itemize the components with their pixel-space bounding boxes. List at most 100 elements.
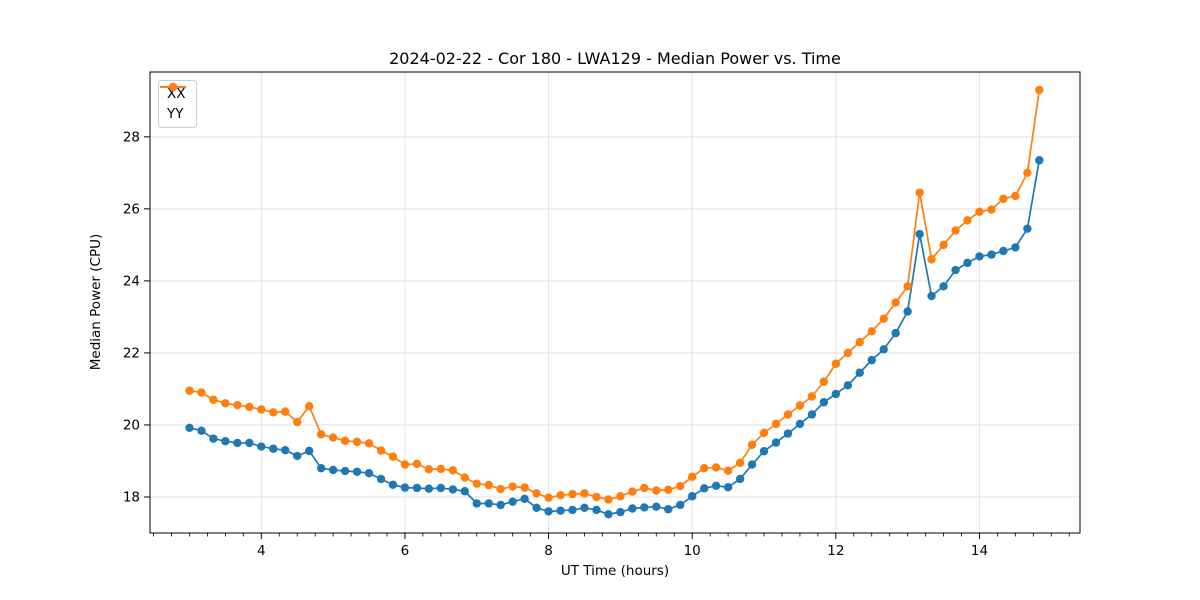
series-yy-marker [472, 479, 481, 488]
series-xx-line [189, 160, 1041, 516]
series-yy-marker [831, 359, 841, 368]
series-xx-marker [652, 502, 661, 511]
series-xx-marker [819, 398, 829, 407]
series-xx-marker [460, 487, 469, 496]
series-xx-marker [364, 469, 374, 478]
series-yy-marker [783, 410, 793, 419]
legend-label-yy: YY [167, 106, 184, 122]
series-xx-marker [328, 465, 338, 475]
series-yy-marker [436, 464, 446, 474]
series-yy-marker [209, 395, 218, 404]
legend-entry-yy: YY [160, 82, 186, 122]
series-xx-marker [544, 507, 553, 516]
series-xx-marker [891, 328, 900, 338]
series-xx-marker [556, 506, 565, 515]
series-yy-marker [987, 205, 996, 214]
series-yy-marker [640, 483, 649, 493]
series-yy-marker [652, 486, 661, 495]
series-xx-marker [1011, 243, 1020, 252]
series-yy-marker [269, 408, 278, 417]
y-tick-label: 20 [123, 417, 140, 433]
series-yy-marker [305, 402, 314, 411]
series-yy-marker [556, 490, 565, 500]
series-xx-marker [903, 307, 912, 316]
x-tick-label: 10 [684, 543, 701, 559]
series-yy-marker [293, 417, 302, 427]
series-xx-marker [867, 355, 876, 365]
series-xx-marker [376, 474, 386, 484]
series-yy-marker [628, 487, 637, 496]
series-yy-marker [592, 492, 601, 502]
series-xx-marker [676, 500, 685, 510]
series-yy-marker [891, 298, 900, 307]
series-yy-marker [867, 327, 876, 336]
series-xx-marker [711, 481, 721, 491]
series-xx-marker [604, 510, 613, 519]
series-yy-line [189, 89, 1041, 501]
series-yy-marker [1023, 168, 1032, 178]
series-xx-marker [520, 494, 529, 503]
series-yy-marker [915, 188, 924, 197]
series-xx-marker [221, 436, 230, 446]
series-xx-marker [699, 484, 709, 493]
y-tick-label: 22 [123, 345, 140, 361]
series-xx-marker [340, 466, 350, 476]
series-xx-marker [807, 410, 817, 419]
y-tick-label: 24 [123, 273, 140, 289]
series-xx-marker [448, 485, 458, 494]
series-yy-marker [951, 226, 960, 235]
series-xx-marker [963, 258, 972, 268]
series-yy-marker [999, 194, 1008, 203]
series-xx-marker [999, 246, 1008, 256]
series-yy-marker [795, 401, 805, 410]
x-tick-label: 8 [544, 543, 553, 559]
series-xx-marker [197, 426, 206, 435]
series-yy-marker [412, 459, 422, 469]
series-xx-marker [305, 446, 314, 456]
series-xx-marker [759, 447, 769, 456]
series-yy-marker [340, 436, 350, 445]
series-yy-marker [544, 493, 553, 502]
series-xx-marker [293, 451, 302, 461]
series-yy-marker [939, 240, 948, 250]
series-xx-marker [580, 503, 589, 512]
series-yy-marker [376, 446, 386, 455]
x-tick-label: 14 [971, 543, 988, 559]
series-yy-marker [520, 483, 529, 492]
series-xx-marker [939, 282, 948, 291]
series-xx-marker [245, 438, 254, 448]
series-yy-marker [711, 463, 721, 472]
series-xx-marker [664, 505, 673, 514]
series-xx-marker [843, 381, 853, 390]
series-yy-marker [484, 480, 493, 490]
series-xx-marker [568, 505, 577, 515]
series-xx-marker [352, 467, 362, 476]
series-xx-marker [269, 444, 278, 453]
series-yy-marker [316, 430, 326, 439]
series-xx-marker [975, 252, 984, 261]
series-xx-marker [472, 499, 481, 508]
series-yy-marker [281, 407, 290, 416]
series-xx-marker [771, 438, 781, 447]
series-xx-marker [1035, 156, 1044, 165]
series-xx-marker [879, 345, 888, 354]
y-tick-label: 26 [123, 201, 140, 217]
series-yy-marker [723, 466, 733, 475]
series-yy-marker [855, 337, 864, 347]
series-yy-marker [807, 392, 817, 401]
series-yy-marker [233, 400, 242, 410]
series-xx-marker [951, 265, 960, 275]
series-yy-marker [496, 484, 505, 494]
series-yy-marker [843, 348, 853, 358]
series-yy-marker [328, 433, 338, 442]
series-yy-marker [221, 399, 230, 408]
series-xx-marker [281, 445, 290, 455]
x-tick-label: 6 [401, 543, 410, 559]
series-yy-marker [185, 386, 194, 395]
series-yy-marker [508, 482, 517, 491]
legend-line-icon [160, 82, 186, 92]
series-yy-marker [903, 282, 912, 291]
series-yy-marker [676, 481, 685, 491]
